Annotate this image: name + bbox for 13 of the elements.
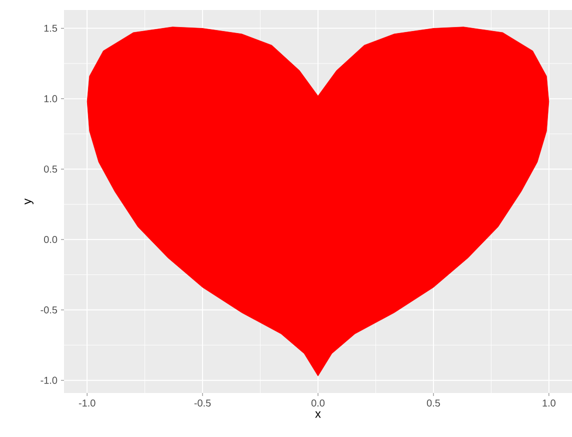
x-tick-label: 1.0 <box>542 400 556 407</box>
x-tick-label: -1.0 <box>78 400 96 407</box>
y-tick-label: -0.5 <box>40 306 58 314</box>
y-tick-label: 0.5 <box>44 166 58 173</box>
x-tick-label: 0.5 <box>426 400 440 407</box>
x-tick-label: -0.5 <box>194 400 211 407</box>
y-tick-label: 0.0 <box>44 236 58 244</box>
y-tick-label: 1.5 <box>44 24 58 32</box>
y-tick-label: -1.0 <box>40 376 58 384</box>
x-axis-title: x <box>315 411 321 418</box>
x-tick-label: 0.0 <box>311 400 325 407</box>
y-tick-label: 1.0 <box>44 95 58 102</box>
y-axis-title: y <box>24 198 34 204</box>
